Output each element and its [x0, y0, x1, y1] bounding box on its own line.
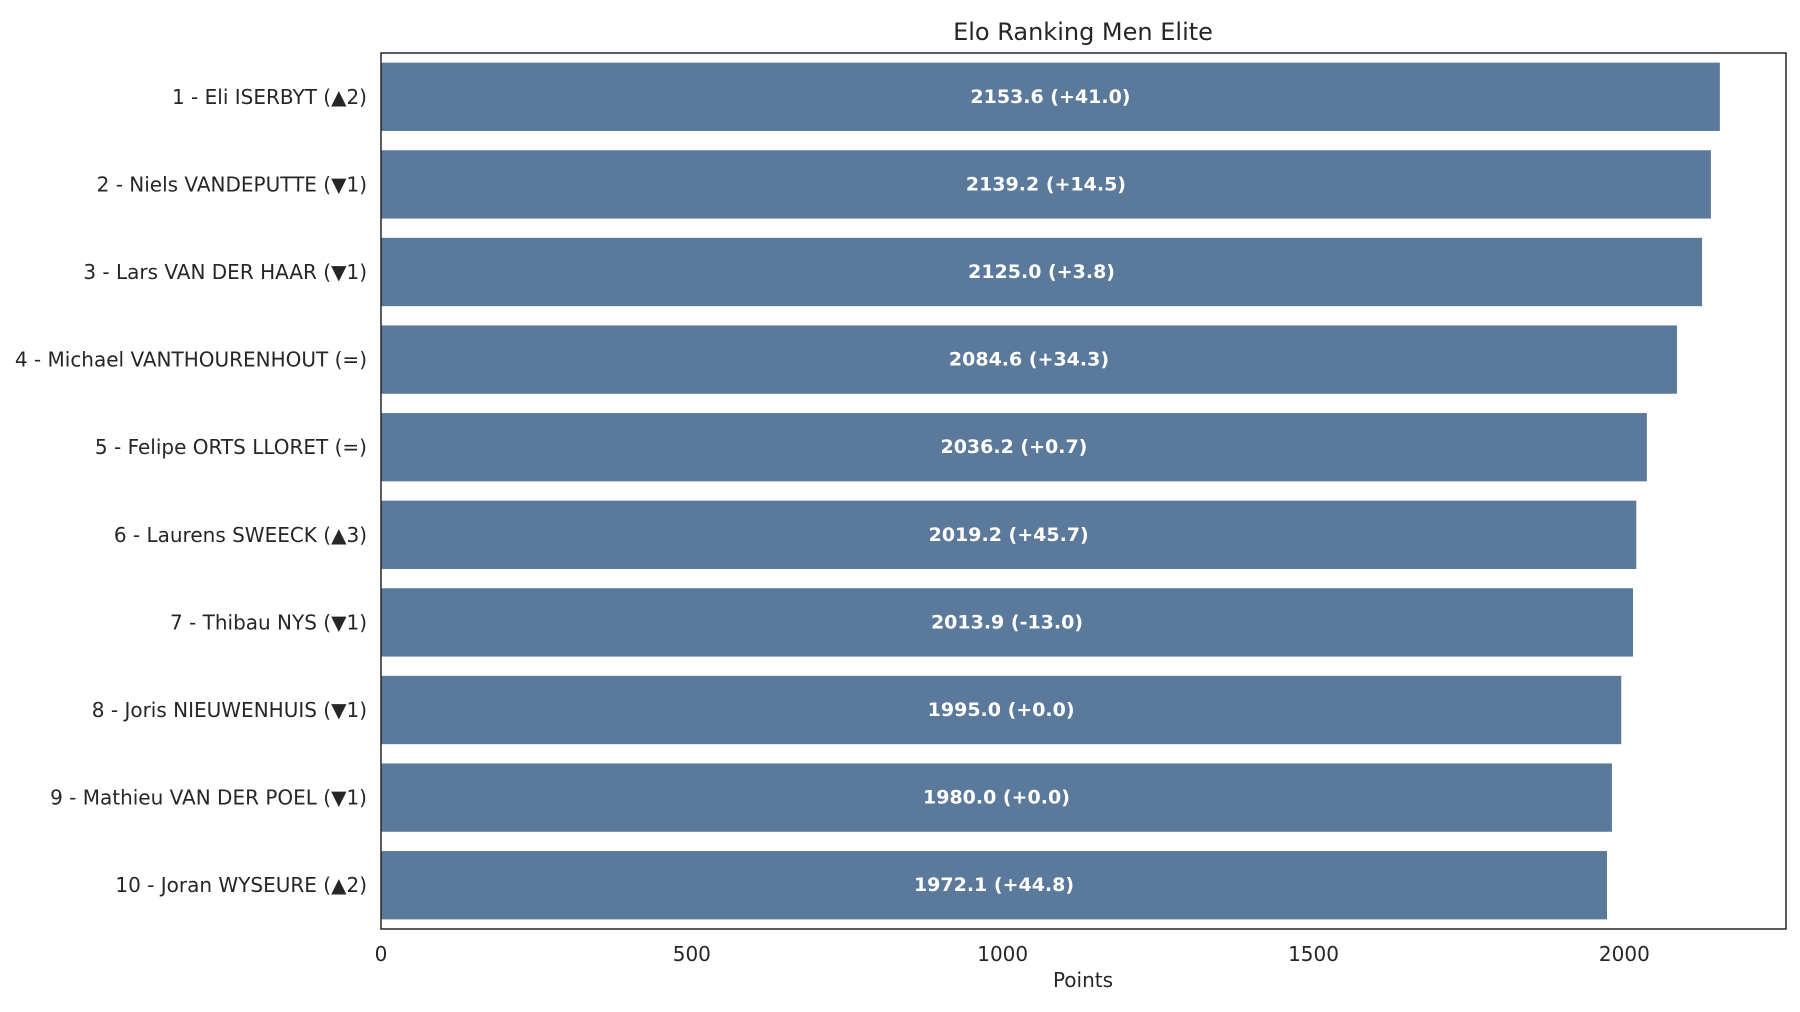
data-label-1: 2153.6 (+41.0)	[970, 86, 1130, 108]
category-label-2: 2 - Niels VANDEPUTTE (▼1)	[97, 172, 367, 196]
category-label-9: 9 - Mathieu VAN DER POEL (▼1)	[50, 786, 367, 810]
x-axis-label: Points	[1053, 968, 1113, 992]
x-tick-label-3: 1000	[977, 942, 1028, 966]
bar-8	[381, 675, 1622, 745]
category-label-8: 8 - Joris NIEUWENHUIS (▼1)	[92, 698, 367, 722]
data-label-7: 2013.9 (-13.0)	[931, 611, 1083, 633]
data-label-4: 2084.6 (+34.3)	[949, 349, 1109, 371]
chart-title: Elo Ranking Men Elite	[953, 18, 1213, 46]
data-label-3: 2125.0 (+3.8)	[968, 261, 1115, 283]
plot-frame	[380, 52, 1787, 930]
bar-9	[381, 763, 1612, 832]
x-tick-label-5: 2000	[1599, 942, 1650, 966]
bar-4	[381, 325, 1677, 394]
bar-5	[381, 413, 1647, 482]
category-label-4: 4 - Michael VANTHOURENHOUT (=)	[15, 348, 367, 372]
category-label-6: 6 - Laurens SWEECK (▲3)	[114, 523, 367, 547]
category-label-10: 10 - Joran WYSEURE (▲2)	[115, 873, 367, 897]
category-label-5: 5 - Felipe ORTS LLORET (=)	[95, 435, 367, 459]
data-label-5: 2036.2 (+0.7)	[940, 436, 1087, 458]
data-labels: 2153.6 (+41.0) 2139.2 (+14.5) 2125.0 (+3.8…	[914, 86, 1131, 896]
data-label-9: 1980.0 (+0.0)	[923, 787, 1070, 809]
x-tick-label-2: 500	[673, 942, 711, 966]
x-axis-ticks: 0 500 1000 1500 2000	[375, 942, 1650, 966]
category-label-1: 1 - Eli ISERBYT (▲2)	[172, 85, 367, 109]
category-label-3: 3 - Lars VAN DER HAAR (▼1)	[83, 260, 367, 284]
bar-10	[381, 851, 1608, 920]
x-tick-label-4: 1500	[1288, 942, 1339, 966]
bar-7	[381, 588, 1633, 657]
data-label-2: 2139.2 (+14.5)	[966, 173, 1126, 195]
category-label-7: 7 - Thibau NYS (▼1)	[170, 610, 367, 634]
data-label-8: 1995.0 (+0.0)	[928, 699, 1075, 721]
data-label-10: 1972.1 (+44.8)	[914, 874, 1074, 896]
data-label-6: 2019.2 (+45.7)	[929, 524, 1089, 546]
bar-2	[381, 150, 1711, 219]
bar-3	[381, 237, 1703, 307]
bars-layer	[381, 62, 1720, 920]
bar-1	[381, 62, 1720, 131]
category-labels: 1 - Eli ISERBYT (▲2) 2 - Niels VANDEPUTTE…	[15, 85, 367, 897]
bar-6	[381, 500, 1637, 569]
x-tick-label-1: 0	[375, 942, 388, 966]
